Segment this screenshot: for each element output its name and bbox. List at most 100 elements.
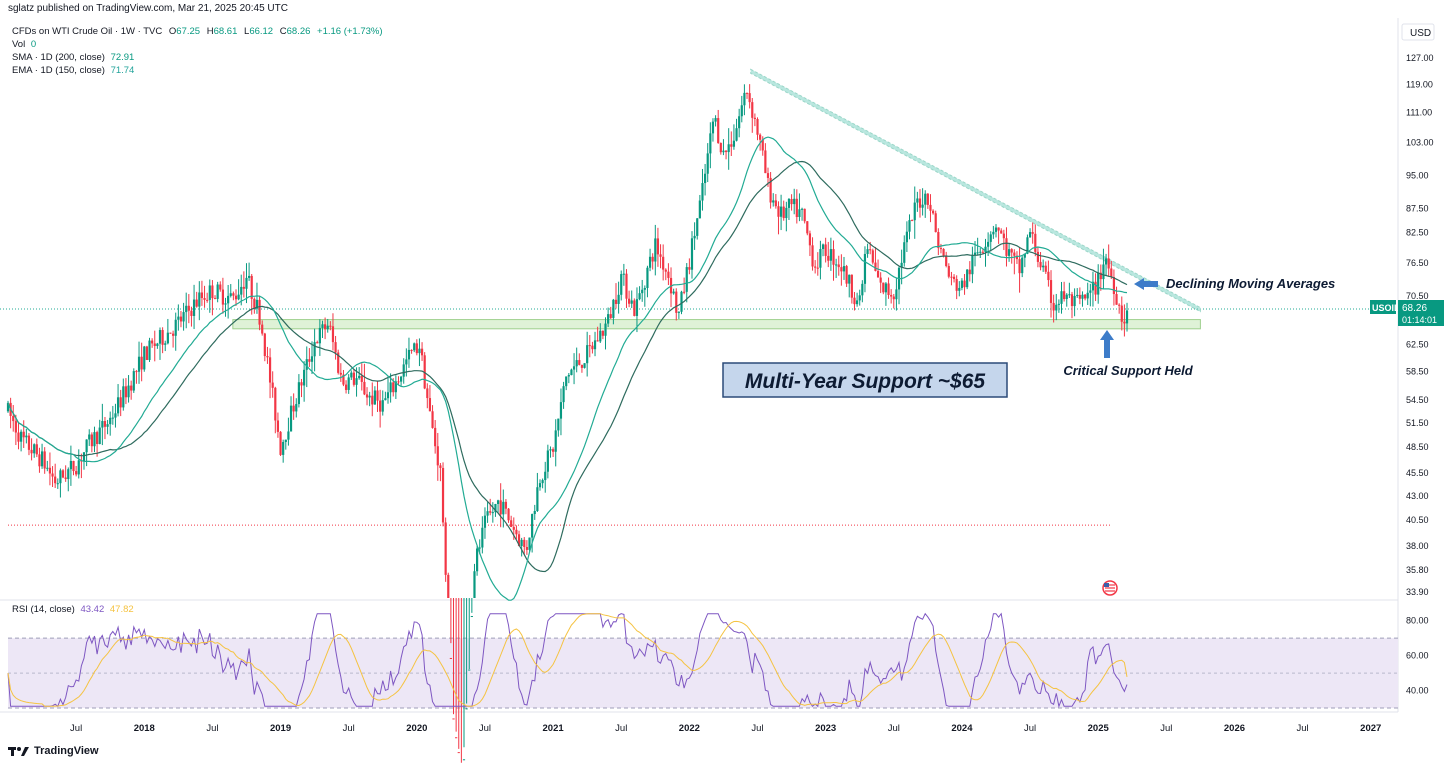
candle-body (1115, 294, 1118, 305)
candle-body (981, 251, 984, 253)
candle-body (811, 245, 814, 267)
candle-body (808, 233, 812, 246)
support-annotation[interactable]: Multi-Year Support ~$65 (722, 362, 1008, 398)
candle-body (365, 394, 369, 398)
price-axis[interactable]: 127.00 119.00 111.00 103.00 95.00 87.50 82.50 7… (1406, 53, 1434, 597)
candle-body (444, 522, 447, 575)
candle-body (177, 316, 180, 320)
candle-body (441, 467, 445, 523)
time-tick-label: 2027 (1360, 723, 1381, 734)
candlestick-series (6, 84, 1129, 763)
candle-body (971, 255, 974, 275)
time-tick-label: 2021 (543, 723, 565, 734)
candle-body (368, 395, 371, 398)
ema-150-line (7, 136, 1128, 601)
candle-body (77, 460, 80, 475)
candle-body (546, 450, 549, 472)
symbol-legend[interactable]: CFDs on WTI Crude Oil · 1W · TVC O67.25 … (12, 26, 383, 37)
candle-body (43, 451, 46, 469)
candle-body (187, 305, 190, 311)
candle-body (140, 356, 143, 370)
candle-body (924, 193, 927, 205)
candle-body (641, 289, 644, 294)
candle-body (827, 255, 830, 261)
declining-trendline[interactable] (750, 68, 1201, 313)
publisher-line: sglatz published on TradingView.com, Mar… (8, 3, 288, 14)
candle-body (1049, 280, 1053, 303)
sma-label: SMA · 1D (200, close) (12, 52, 105, 63)
candle-body (481, 527, 484, 548)
candle-body (520, 539, 523, 546)
rsi-legend[interactable]: RSI (14, close) 43.42 47.82 (12, 604, 134, 615)
candle-body (82, 452, 86, 462)
candle-body (853, 297, 856, 305)
candle-body (559, 402, 563, 419)
critical-annotation[interactable]: Critical Support Held (1063, 330, 1194, 378)
candle-body (538, 483, 542, 488)
time-tick-label: 2025 (1088, 723, 1110, 734)
candle-body (795, 198, 798, 218)
candle-body (200, 292, 204, 299)
candle-body (905, 231, 908, 243)
time-tick-label: Jul (615, 723, 627, 734)
candle-body (987, 241, 990, 247)
candle-body (1015, 255, 1019, 260)
candle-body (211, 285, 214, 299)
time-tick-label: Jul (751, 723, 763, 734)
candle-body (635, 299, 639, 316)
price-tag[interactable]: USOIL 68.26 01:14:01 (1370, 300, 1444, 326)
sma-legend[interactable]: SMA · 1D (200, close) 72.91 (12, 52, 134, 63)
candle-body (890, 294, 893, 297)
candle-body (939, 248, 943, 250)
candle-body (33, 444, 36, 454)
candle-body (305, 359, 308, 370)
candle-body (88, 434, 91, 440)
candle-body (266, 356, 269, 358)
time-axis[interactable]: Jul 2018 Jul 2019 Jul 2020 Jul 2021 Jul 2022 Jul 20… (70, 723, 1381, 734)
candle-body (711, 121, 715, 134)
price-tick-label: 38.00 (1406, 541, 1429, 551)
candle-body (656, 238, 660, 255)
candle-body (931, 210, 935, 214)
candle-body (221, 289, 224, 305)
candle-body (871, 250, 874, 263)
tradingview-brand[interactable]: TradingView (8, 745, 99, 757)
candle-body (620, 274, 623, 295)
candle-body (148, 340, 151, 360)
candle-body (544, 471, 547, 481)
candle-body (342, 374, 345, 385)
support-zone[interactable] (232, 319, 1201, 330)
candle-body (355, 378, 358, 385)
candle-body (1042, 265, 1045, 268)
candle-body (696, 218, 699, 236)
candle-body (1000, 230, 1003, 234)
candle-body (994, 227, 998, 232)
rsi-axis[interactable]: 80.00 60.00 40.00 (1406, 616, 1429, 696)
candle-body (703, 173, 707, 184)
rsi-tick-label: 60.00 (1406, 651, 1429, 661)
ema-legend[interactable]: EMA · 1D (150, close) 71.74 (12, 65, 134, 76)
candle-body (554, 430, 557, 452)
candle-body (27, 435, 31, 450)
candle-body (735, 128, 738, 141)
candle-body (90, 434, 93, 447)
candle-body (730, 144, 733, 147)
candle-body (756, 118, 759, 135)
candle-body (248, 275, 251, 278)
candle-body (423, 355, 426, 389)
price-tick-label: 43.00 (1406, 491, 1429, 501)
candle-body (392, 382, 395, 393)
candle-body (787, 198, 791, 208)
candle-body (869, 249, 872, 251)
us-flag-icon[interactable] (1102, 580, 1118, 596)
candle-body (284, 439, 287, 442)
declining-annotation[interactable]: Declining Moving Averages (1134, 276, 1335, 291)
candle-body (494, 503, 497, 513)
currency-box[interactable] (1401, 23, 1435, 41)
candle-body (240, 286, 243, 295)
candle-body (952, 276, 956, 280)
candle-body (203, 298, 206, 300)
volume-legend[interactable]: Vol 0 (12, 39, 36, 50)
candle-body (405, 359, 408, 365)
